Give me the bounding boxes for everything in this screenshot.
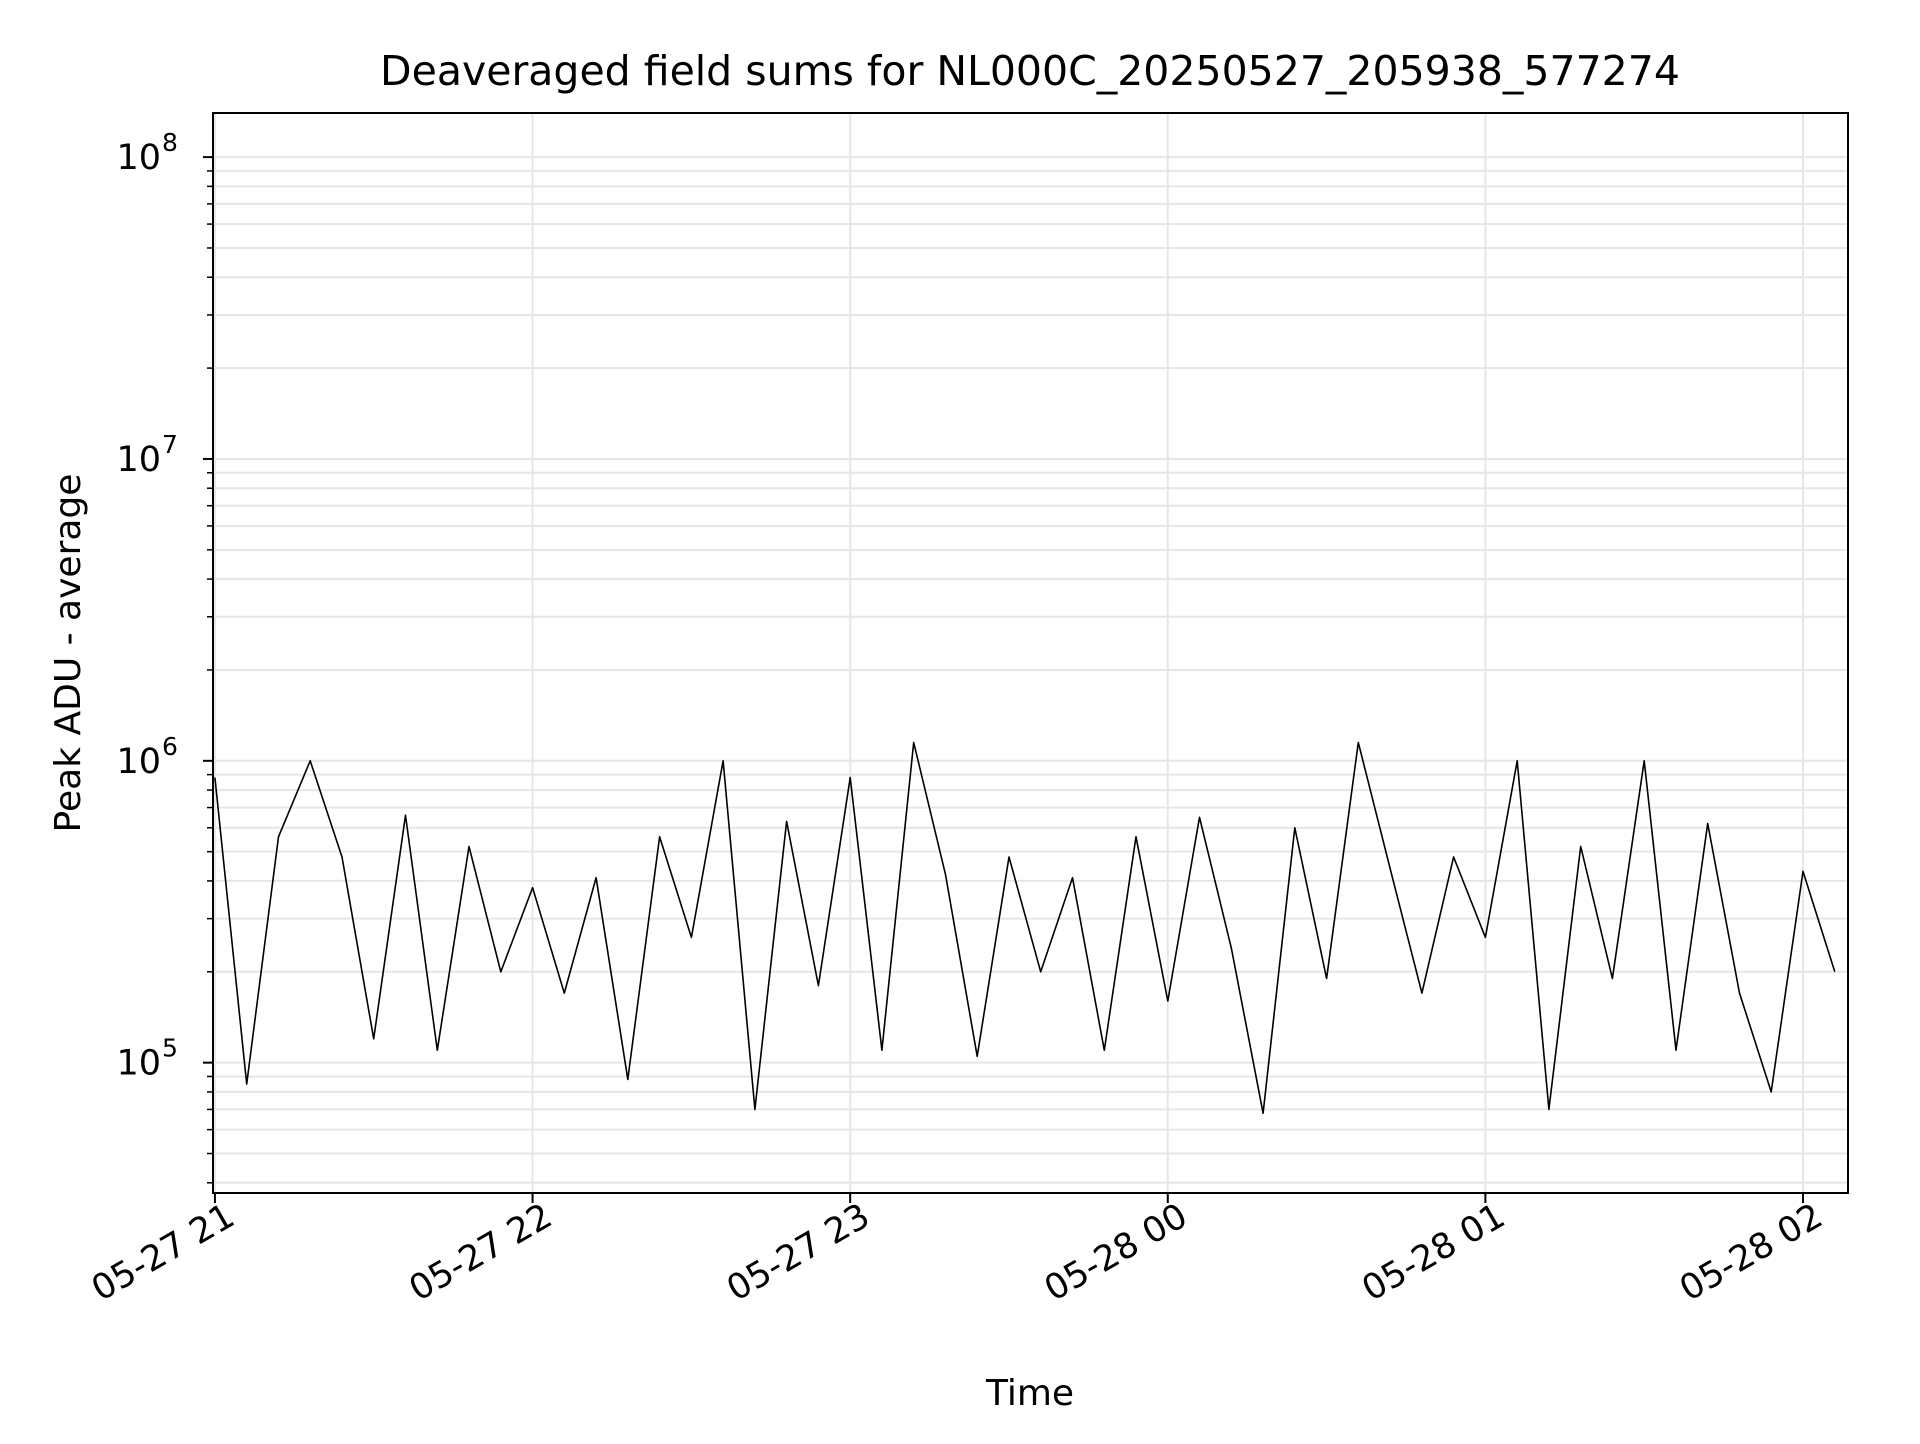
y-tick-exponent: 8 [162,128,178,157]
series-line [215,743,1835,1114]
x-tick-label: 05-27 23 [720,1196,876,1309]
x-tick-label: 05-27 22 [403,1196,559,1309]
x-axis-label: Time [985,1373,1074,1414]
x-tick-label: 05-28 01 [1356,1196,1512,1309]
y-tick-exponent: 7 [162,430,178,459]
y-tick-exponent: 6 [162,732,178,761]
plot-frame [213,113,1848,1193]
y-tick-exponent: 5 [162,1034,178,1063]
chart-title: Deaveraged field sums for NL000C_2025052… [380,47,1680,95]
y-tick-label: 10 [116,138,161,178]
series-layer [215,742,1835,1113]
x-tick-label: 05-27 21 [85,1196,241,1309]
grid-lines [213,113,1848,1193]
x-tick-label: 05-28 02 [1673,1196,1829,1309]
y-tick-label: 10 [116,1044,161,1084]
y-tick-label: 10 [116,742,161,782]
y-axis-label: Peak ADU - average [48,474,89,833]
x-tick-label: 05-28 00 [1038,1196,1194,1309]
y-tick-label: 10 [116,440,161,480]
x-tick-labels: 05-27 21 05-27 22 05-27 23 05-28 00 05-28 01… [85,1196,1829,1309]
